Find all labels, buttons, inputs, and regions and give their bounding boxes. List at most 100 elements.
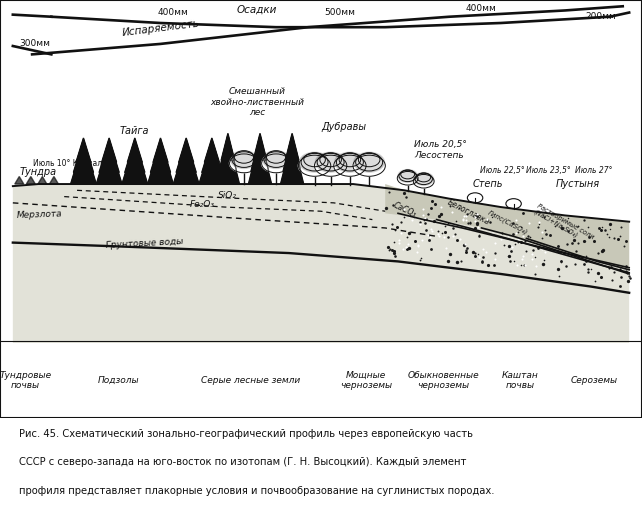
Polygon shape xyxy=(73,140,94,172)
Text: Июль 22,5°: Июль 22,5° xyxy=(480,166,525,175)
Polygon shape xyxy=(221,133,234,160)
Text: SiO₂: SiO₂ xyxy=(218,191,238,200)
Circle shape xyxy=(264,152,288,167)
Text: Гипс(CaSO₄): Гипс(CaSO₄) xyxy=(487,209,529,236)
Polygon shape xyxy=(125,140,145,172)
Circle shape xyxy=(320,153,342,167)
Polygon shape xyxy=(122,142,148,184)
Polygon shape xyxy=(248,138,272,184)
Polygon shape xyxy=(76,138,91,162)
Text: 500мм: 500мм xyxy=(325,8,356,17)
Circle shape xyxy=(401,170,415,179)
Text: Сероземы: Сероземы xyxy=(570,376,618,385)
Circle shape xyxy=(417,173,431,182)
Text: Тундра: Тундра xyxy=(19,167,56,177)
Polygon shape xyxy=(148,142,173,184)
Text: Рис. 45. Схематический зонально-географический профиль через европейскую часть: Рис. 45. Схематический зонально-географи… xyxy=(19,429,473,439)
Circle shape xyxy=(299,152,330,172)
Polygon shape xyxy=(71,142,96,184)
Circle shape xyxy=(354,152,385,172)
Text: Июль 27°: Июль 27° xyxy=(575,166,612,175)
Circle shape xyxy=(414,172,433,186)
Circle shape xyxy=(230,151,257,168)
Polygon shape xyxy=(385,184,629,270)
Text: Подзолы: Подзолы xyxy=(98,376,139,385)
Circle shape xyxy=(397,171,418,185)
Text: Смешанный
хвойно-лиственный
лес: Смешанный хвойно-лиственный лес xyxy=(210,87,304,117)
Circle shape xyxy=(336,154,363,171)
Text: 400мм: 400мм xyxy=(158,8,189,17)
Circle shape xyxy=(301,154,328,171)
Polygon shape xyxy=(219,135,237,171)
Circle shape xyxy=(415,173,433,185)
Polygon shape xyxy=(38,176,47,184)
Text: Июль 23,5°: Июль 23,5° xyxy=(526,166,571,175)
Circle shape xyxy=(299,155,331,176)
Text: Дубравы: Дубравы xyxy=(321,122,366,132)
Circle shape xyxy=(315,152,346,172)
Circle shape xyxy=(262,154,290,173)
Polygon shape xyxy=(202,140,222,172)
Polygon shape xyxy=(216,138,239,184)
Polygon shape xyxy=(178,138,194,162)
Polygon shape xyxy=(49,176,58,184)
Text: Пустыня: Пустыня xyxy=(556,179,600,189)
Polygon shape xyxy=(99,140,119,172)
Circle shape xyxy=(234,151,254,163)
Text: Растворимые соли
(NaCl+Na₂SO₄): Растворимые соли (NaCl+Na₂SO₄) xyxy=(533,203,595,246)
Text: Серые лесные земли: Серые лесные земли xyxy=(201,376,300,385)
Circle shape xyxy=(398,169,417,183)
Polygon shape xyxy=(251,135,269,171)
Polygon shape xyxy=(286,133,299,160)
Text: Fe₂O₃: Fe₂O₃ xyxy=(189,200,214,209)
Polygon shape xyxy=(254,133,266,160)
Text: Тундровые
почвы: Тундровые почвы xyxy=(0,371,52,390)
Text: Тайга: Тайга xyxy=(120,126,150,136)
Polygon shape xyxy=(283,135,301,171)
Text: Мощные
черноземы: Мощные черноземы xyxy=(340,371,392,390)
Circle shape xyxy=(334,155,366,176)
Polygon shape xyxy=(199,142,225,184)
Text: CaCO₃: CaCO₃ xyxy=(392,200,417,219)
Polygon shape xyxy=(15,176,24,184)
Circle shape xyxy=(232,152,256,167)
Text: Белоглазка: Белоглазка xyxy=(446,198,492,227)
Text: Осадки: Осадки xyxy=(237,5,277,15)
Polygon shape xyxy=(281,138,304,184)
Text: Грунтовые воды: Грунтовые воды xyxy=(106,237,184,249)
Circle shape xyxy=(467,193,483,203)
Polygon shape xyxy=(101,138,117,162)
Text: Июль 20,5°
Лесостепь: Июль 20,5° Лесостепь xyxy=(414,140,467,160)
Polygon shape xyxy=(153,138,168,162)
Circle shape xyxy=(339,153,361,167)
Circle shape xyxy=(317,154,344,171)
Circle shape xyxy=(358,153,380,167)
Circle shape xyxy=(353,155,385,176)
Circle shape xyxy=(356,154,383,171)
Text: Мерзлота: Мерзлота xyxy=(16,209,62,220)
Circle shape xyxy=(506,199,521,209)
Text: Каштан
почвы: Каштан почвы xyxy=(501,371,539,390)
Circle shape xyxy=(413,174,434,188)
Text: Испаряемость: Испаряемость xyxy=(122,18,200,38)
Polygon shape xyxy=(204,138,220,162)
Text: Июль 10° Кривалесь: Июль 10° Кривалесь xyxy=(33,160,116,168)
Circle shape xyxy=(263,151,290,168)
Polygon shape xyxy=(176,140,196,172)
Circle shape xyxy=(230,154,258,173)
Circle shape xyxy=(266,151,286,163)
Polygon shape xyxy=(150,140,171,172)
Text: 400мм: 400мм xyxy=(466,4,497,13)
Circle shape xyxy=(304,153,325,167)
Circle shape xyxy=(315,155,347,176)
Text: Степь: Степь xyxy=(473,179,503,189)
Polygon shape xyxy=(96,142,122,184)
Text: профиля представляет плакорные условия и почвообразование на суглинистых породах: профиля представляет плакорные условия и… xyxy=(19,486,494,496)
Circle shape xyxy=(334,152,365,172)
Polygon shape xyxy=(127,138,143,162)
Text: СССР с северо-запада на юго-восток по изотопам (Г. Н. Высоцкий). Каждый элемент: СССР с северо-запада на юго-восток по из… xyxy=(19,457,466,467)
Polygon shape xyxy=(26,176,35,184)
Text: Обыкновенные
черноземы: Обыкновенные черноземы xyxy=(407,371,479,390)
Text: 300мм: 300мм xyxy=(19,40,50,49)
Circle shape xyxy=(399,170,416,182)
